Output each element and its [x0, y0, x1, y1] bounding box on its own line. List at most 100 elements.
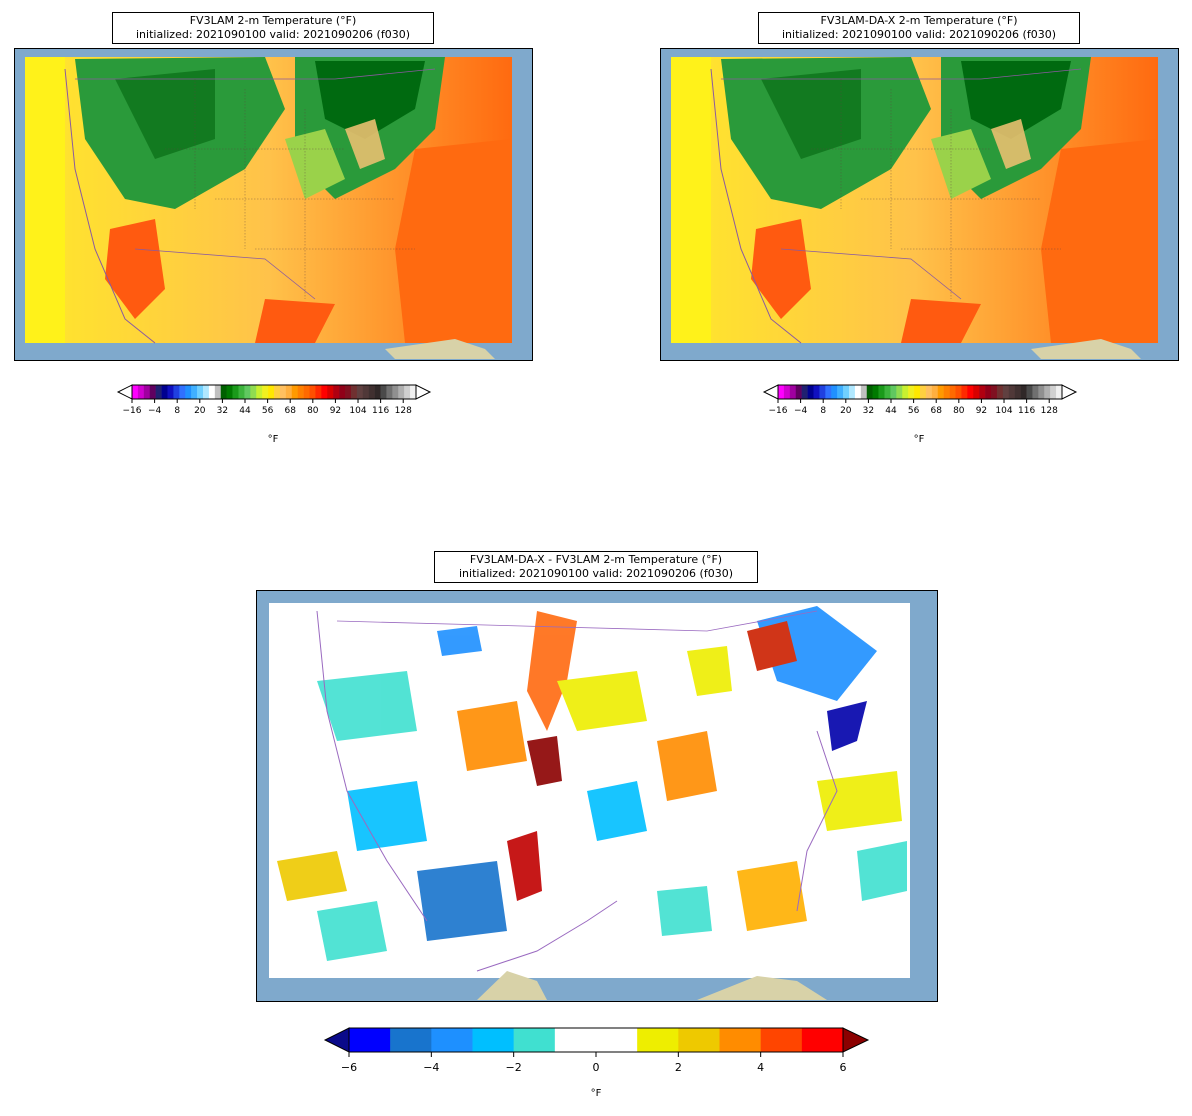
diff-under-arrow: [323, 1027, 350, 1053]
panel2-colorbar-color-step: [967, 385, 974, 399]
panel3-colorbar-unit: °F: [590, 1088, 602, 1099]
panel1-colorbar-color-step: [309, 385, 316, 399]
panel1-colorbar-color-step: [356, 385, 364, 399]
panel2-colorbar-color-step: [837, 385, 844, 399]
panel3-title-line2: initialized: 2021090100 valid: 202109020…: [459, 567, 733, 580]
panel2-colorbar-color-step: [1014, 385, 1021, 399]
panel1-colorbar-color-step: [274, 385, 281, 399]
panel2-colorbar-color-step: [807, 385, 814, 399]
panel1-colorbar-tick-label: 80: [307, 406, 319, 416]
panel2-colorbar-color-step: [973, 385, 980, 399]
panel1-colorbar-color-step: [285, 385, 293, 399]
panel2-title-line1: FV3LAM-DA-X 2-m Temperature (°F): [820, 14, 1018, 27]
panel1-colorbar-tick-label: −16: [123, 406, 142, 416]
panel1-colorbar-color-step: [303, 385, 310, 399]
panel2-colorbar-color-step: [925, 385, 933, 399]
diff-tick-label: −4: [423, 1061, 439, 1074]
panel1-colorbar-color-step: [327, 385, 334, 399]
panel1-colorbar-color-step: [179, 385, 186, 399]
panel2-colorbar-color-step: [801, 385, 808, 399]
panel2-colorbar: −16 −4 8 20 32 44 56 68 80 92 104 116 128: [762, 384, 1078, 425]
panel1-colorbar-color-step: [333, 385, 340, 399]
panel2-colorbar-color-step: [991, 385, 998, 399]
panel2-colorbar-tick-label: 80: [953, 406, 965, 416]
diff-tick-label: 0: [593, 1061, 600, 1074]
panel2-colorbar-color-step: [783, 385, 791, 399]
panel1-colorbar-tick-label: 44: [239, 406, 251, 416]
panel1-colorbar-color-step: [350, 385, 358, 399]
panel1-colorbar-color-step: [173, 385, 180, 399]
panel1-colorbar-color-step: [315, 385, 322, 399]
panel1-colorbar-color-step: [132, 385, 139, 399]
panel1-colorbar-color-step: [161, 385, 168, 399]
panel1-colorbar-color-step: [208, 385, 216, 399]
diff-color-step: [554, 1028, 597, 1052]
panel2-colorbar-color-step: [795, 385, 802, 399]
panel1-colorbar-tick-label: 104: [349, 406, 366, 416]
panel1-colorbar-color-step: [268, 385, 275, 399]
diff-color-step: [390, 1028, 432, 1052]
panel2-colorbar-color-step: [955, 385, 962, 399]
panel1-colorbar-color-step: [250, 385, 257, 399]
diff-tick-label: 4: [757, 1061, 764, 1074]
panel1-colorbar-tick-label: 128: [395, 406, 412, 416]
panel1-colorbar-color-step: [321, 385, 328, 399]
panel2-colorbar-tick-label: 116: [1018, 406, 1035, 416]
panel1-colorbar-color-step: [143, 385, 151, 399]
panel1-colorbar-color-step: [339, 385, 346, 399]
panel2-colorbar-tick-label: −16: [769, 406, 788, 416]
panel1-colorbar-color-step: [220, 385, 227, 399]
panel1-colorbar: −16 −4 8 20 32 44 56 68 80 92 104 116 128: [116, 384, 432, 425]
panel2-colorbar-tick-label: 20: [840, 406, 852, 416]
panel2-colorbar-tick-label: 56: [908, 406, 920, 416]
diff-color-step: [760, 1028, 803, 1052]
panel1-colorbar-color-step: [291, 385, 298, 399]
panel2-colorbar-color-step: [949, 385, 956, 399]
diff-over-arrow: [842, 1027, 870, 1053]
panel1-colorbar-color-step: [410, 385, 417, 399]
panel1-colorbar-tick-label: 8: [174, 406, 180, 416]
panel1-title-line2: initialized: 2021090100 valid: 202109020…: [136, 28, 410, 41]
panel2-colorbar-color-step: [1038, 385, 1045, 399]
panel2-colorbar-color-step: [1008, 385, 1015, 399]
panel2-colorbar-color-step: [920, 385, 927, 399]
panel3-title: FV3LAM-DA-X - FV3LAM 2-m Temperature (°F…: [434, 551, 758, 583]
panel2-colorbar-color-step: [1002, 385, 1010, 399]
panel2-colorbar-color-step: [884, 385, 891, 399]
diff-tick-label: −2: [506, 1061, 522, 1074]
panel2-colorbar-tick-label: 92: [976, 406, 987, 416]
panel3-title-line1: FV3LAM-DA-X - FV3LAM 2-m Temperature (°F…: [469, 553, 723, 566]
panel2-colorbar-color-step: [878, 385, 885, 399]
panel1-colorbar-color-step: [191, 385, 198, 399]
panel2-colorbar-color-step: [890, 385, 897, 399]
diff-color-step: [472, 1028, 514, 1052]
panel2-colorbar-tick-label: 128: [1041, 406, 1058, 416]
panel1-colorbar-color-step: [262, 385, 269, 399]
panel1-colorbar-tick-label: 116: [372, 406, 389, 416]
panel2-colorbar-tick-label: 68: [930, 406, 942, 416]
panel1-colorbar-outline: [131, 384, 417, 400]
panel1-colorbar-color-step: [226, 385, 233, 399]
panel1-colorbar-color-step: [256, 385, 263, 399]
panel2-colorbar-tick-label: 8: [820, 406, 826, 416]
panel1-colorbar-color-step: [279, 385, 287, 399]
panel1-colorbar-color-step: [203, 385, 210, 399]
panel1-colorbar-color-step: [362, 385, 369, 399]
panel1-colorbar-color-step: [214, 385, 222, 399]
panel1-colorbar-tick-label: −4: [148, 406, 162, 416]
panel1-colorbar-tick-label: 32: [217, 406, 228, 416]
panel2-colorbar-tick-label: 104: [995, 406, 1012, 416]
panel1-colorbar-unit: °F: [267, 434, 279, 445]
panel1-colorbar-color-step: [149, 385, 156, 399]
panel1-colorbar-color-step: [232, 385, 239, 399]
panel1-colorbar-color-step: [155, 385, 162, 399]
panel2-colorbar-color-step: [813, 385, 820, 399]
panel1-colorbar-tick-label: 20: [194, 406, 206, 416]
panel2-colorbar-color-step: [789, 385, 797, 399]
panel2-colorbar-color-step: [825, 385, 832, 399]
panel2-colorbar-color-step: [872, 385, 879, 399]
panel1-colorbar-color-step: [137, 385, 145, 399]
panel1-colorbar-color-step: [368, 385, 375, 399]
panel1-colorbar-color-step: [238, 385, 245, 399]
panel1-colorbar-color-step: [374, 385, 381, 399]
